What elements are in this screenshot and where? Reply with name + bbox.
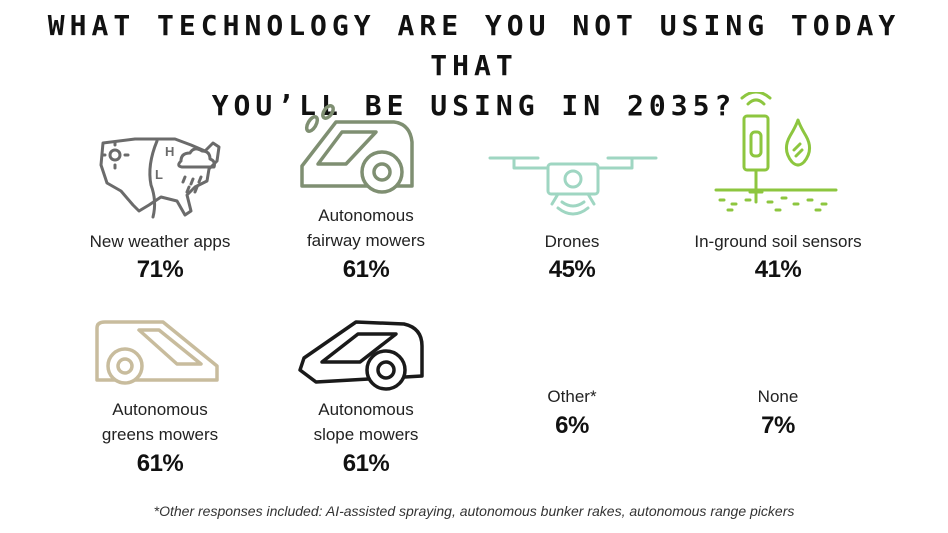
value-greens-mowers: 61%: [136, 450, 184, 477]
title-line-2: YOU’LL BE USING IN 2035?: [211, 89, 737, 122]
label-fairway-line-1: Autonomous: [318, 206, 414, 225]
slope-mower-icon: [298, 320, 424, 391]
label-fairway-line-2: fairway mowers: [306, 231, 426, 250]
label-soil-sensors: In-ground soil sensors: [694, 232, 862, 251]
greens-mower-icon: [95, 320, 219, 385]
value-fairway-mowers: 61%: [342, 256, 390, 283]
label-greens-mowers: Autonomous greens mowers: [50, 397, 270, 447]
value-new-weather-apps: 71%: [136, 256, 184, 283]
label-other: Other*: [547, 387, 597, 406]
chart-title: WHAT TECHNOLOGY ARE YOU NOT USING TODAY …: [0, 6, 948, 126]
weather-map-icon: H L: [99, 137, 221, 219]
label-slope-line-1: Autonomous: [318, 400, 414, 419]
value-soil-sensors: 41%: [754, 256, 802, 283]
label-slope-mowers: Autonomous slope mowers: [256, 397, 476, 447]
title-line-1: WHAT TECHNOLOGY ARE YOU NOT USING TODAY …: [47, 9, 901, 82]
svg-text:H: H: [165, 144, 174, 159]
value-other: 6%: [555, 412, 589, 439]
label-new-weather-apps: New weather apps: [89, 232, 231, 251]
footnote: *Other responses included: AI-assisted s…: [153, 503, 795, 519]
value-drones: 45%: [548, 256, 596, 283]
label-greens-line-2: greens mowers: [101, 425, 219, 444]
label-fairway-mowers: Autonomous fairway mowers: [256, 203, 476, 253]
fairway-mower-icon: [300, 104, 414, 194]
label-slope-line-2: slope mowers: [313, 425, 419, 444]
label-greens-line-1: Autonomous: [112, 400, 208, 419]
svg-text:L: L: [155, 167, 163, 182]
drone-icon: [488, 156, 658, 216]
label-drones: Drones: [544, 232, 600, 251]
label-none: None: [757, 387, 799, 406]
value-slope-mowers: 61%: [342, 450, 390, 477]
value-none: 7%: [761, 412, 795, 439]
soil-sensor-icon: [714, 92, 838, 212]
